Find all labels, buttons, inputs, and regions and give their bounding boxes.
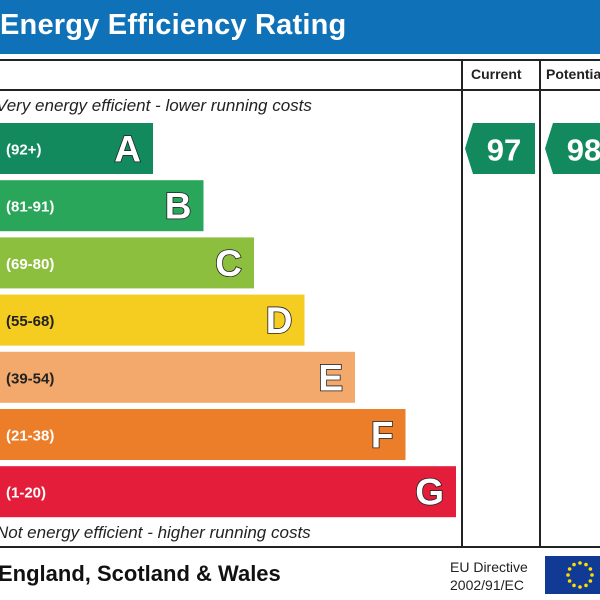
eu-star <box>588 579 593 583</box>
band-a <box>0 123 153 174</box>
eu-star <box>572 583 576 588</box>
band-letter-d: D <box>266 300 293 341</box>
band-letter-b: B <box>165 186 192 227</box>
eu-star <box>584 583 588 588</box>
band-g <box>0 466 456 518</box>
eu-star <box>584 562 588 567</box>
band-c <box>0 237 254 289</box>
potential-column-divider <box>539 59 541 548</box>
band-e <box>0 351 355 403</box>
band-range-e: (39-54) <box>6 370 54 387</box>
current-rating-marker <box>465 123 535 174</box>
current-column-divider <box>461 59 463 548</box>
band-letter-a: A <box>114 129 141 170</box>
header-bar: Energy Efficiency Rating <box>0 0 600 54</box>
note-top: Very energy efficient - lower running co… <box>0 96 312 115</box>
band-range-f: (21-38) <box>6 428 54 445</box>
eu-star <box>566 573 570 577</box>
page-title: Energy Efficiency Rating <box>0 9 347 41</box>
note-bottom: Not energy efficient - higher running co… <box>0 523 311 542</box>
band-b <box>0 180 204 232</box>
eu-star <box>578 585 582 589</box>
band-letter-g: G <box>415 472 444 513</box>
eu-flag-icon <box>545 556 600 594</box>
eu-star <box>567 567 572 571</box>
band-range-g: (1-20) <box>6 485 46 502</box>
band-letter-c: C <box>215 243 242 284</box>
band-f <box>0 409 406 460</box>
current-column-header: Current <box>471 66 522 82</box>
band-range-a: (92+) <box>6 142 41 159</box>
band-range-c: (69-80) <box>6 256 54 273</box>
footer-country: England, Scotland & Wales <box>0 561 281 586</box>
eu-star <box>567 579 572 583</box>
band-d <box>0 294 305 346</box>
eu-directive-number: 2002/91/EC <box>450 577 524 593</box>
band-range-b: (81-91) <box>6 199 54 216</box>
footer-divider <box>0 546 600 548</box>
potential-column-header: Potential <box>546 66 600 82</box>
band-letter-e: E <box>318 357 343 398</box>
eu-star <box>578 561 582 565</box>
potential-rating-value: 98 <box>567 133 600 168</box>
band-letter-f: F <box>371 415 394 456</box>
eu-star <box>572 562 576 567</box>
potential-rating-marker <box>545 123 600 174</box>
eu-star <box>588 567 593 571</box>
current-rating-value: 97 <box>487 133 521 168</box>
eu-directive-label: EU Directive <box>450 559 528 575</box>
eu-star <box>590 573 594 577</box>
header-divider <box>0 89 600 91</box>
band-range-d: (55-68) <box>6 313 54 330</box>
